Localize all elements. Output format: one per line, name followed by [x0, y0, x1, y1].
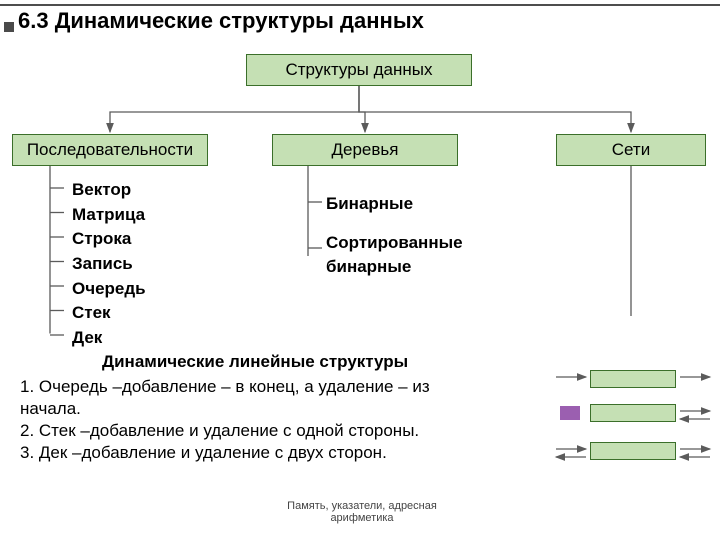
- body-line: 1. Очередь –добавление – в конец, а удал…: [20, 376, 540, 398]
- footer-text: Память, указатели, адресная арифметика: [262, 500, 462, 524]
- body-text: 1. Очередь –добавление – в конец, а удал…: [20, 376, 540, 464]
- list-item: Матрица: [72, 203, 146, 228]
- list-item: Запись: [72, 252, 146, 277]
- list-item: Дек: [72, 326, 146, 351]
- diagram-box-purple: [560, 406, 580, 420]
- list-item: Очередь: [72, 277, 146, 302]
- section-subtitle: Динамические линейные структуры: [102, 352, 408, 372]
- diagram-box: [590, 442, 676, 460]
- tree-list: Бинарные Сортированные бинарные: [326, 192, 463, 294]
- body-line: 3. Дек –добавление и удаление с двух сто…: [20, 442, 540, 464]
- list-item: Стек: [72, 301, 146, 326]
- list-item: Сортированные бинарные: [326, 231, 463, 280]
- body-line: начала.: [20, 398, 540, 420]
- diagram-box: [590, 404, 676, 422]
- list-item: Вектор: [72, 178, 146, 203]
- list-item: Строка: [72, 227, 146, 252]
- sequence-list: ВекторМатрицаСтрокаЗаписьОчередьСтекДек: [72, 178, 146, 350]
- diagram-box: [590, 370, 676, 388]
- body-line: 2. Стек –добавление и удаление с одной с…: [20, 420, 540, 442]
- list-item: Бинарные: [326, 192, 463, 217]
